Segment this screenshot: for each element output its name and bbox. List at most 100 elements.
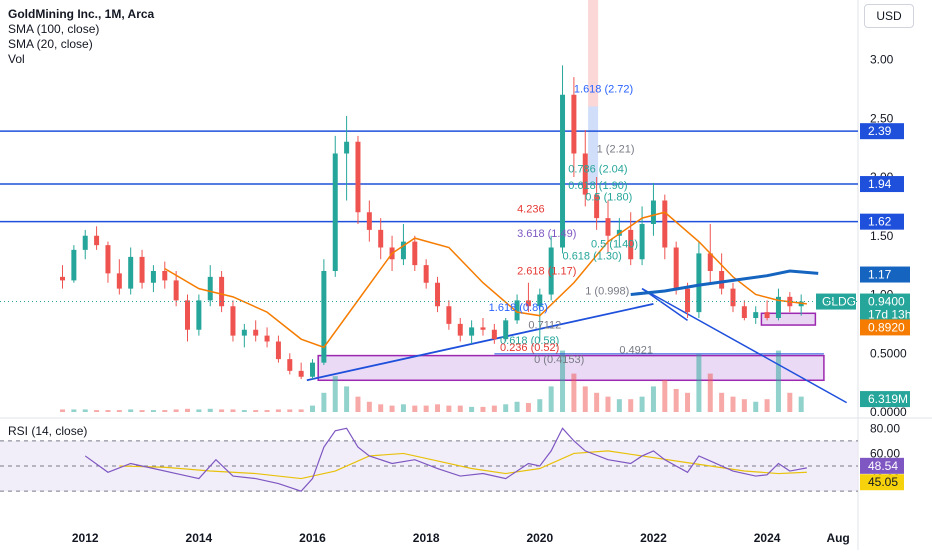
volume-bar — [537, 399, 543, 412]
chart-legend: GoldMining Inc., 1M, Arca SMA (100, clos… — [8, 7, 154, 67]
volume-bar — [730, 396, 736, 412]
volume-bar — [139, 410, 145, 412]
volume-bar — [207, 408, 213, 412]
volume-bar — [503, 404, 509, 412]
candle-body — [719, 271, 725, 289]
candle-body — [275, 341, 281, 360]
level-price-label: 2.39 — [868, 124, 892, 138]
candle-body — [139, 256, 145, 283]
candle-body — [741, 306, 747, 318]
legend-vol[interactable]: Vol — [8, 52, 25, 66]
volume-bar — [719, 392, 725, 412]
volume-bar — [264, 410, 270, 412]
legend-sma100[interactable]: SMA (100, close) — [8, 22, 100, 36]
volume-bar — [116, 410, 122, 412]
candle-body — [332, 153, 338, 271]
candle-body — [128, 256, 134, 289]
legend-title[interactable]: GoldMining Inc., 1M, Arca — [8, 7, 155, 21]
price-tag-label: 17d 13h — [868, 307, 911, 321]
highlight-band — [588, 106, 599, 183]
fib-label: 0 (0.4153) — [534, 354, 584, 366]
volume-bar — [185, 408, 191, 412]
trend-line-down[interactable] — [641, 287, 848, 404]
volume-bar — [412, 405, 418, 412]
candle-body — [378, 229, 384, 248]
rsi-value-label: 48.54 — [868, 459, 898, 473]
currency-button[interactable]: USD — [864, 4, 914, 28]
volume-bar — [548, 386, 554, 412]
volume-bar — [787, 392, 793, 412]
rsi-ma-line — [119, 450, 807, 480]
volume-bar — [639, 396, 645, 412]
candle-body — [582, 153, 588, 195]
y-tick-label: 3.00 — [870, 53, 894, 67]
legend-sma20[interactable]: SMA (20, close) — [8, 37, 93, 51]
volume-bar — [196, 409, 202, 412]
fib-label: 0.618 (1.30) — [563, 250, 622, 262]
trend-line-up[interactable] — [306, 303, 654, 382]
candle-body — [594, 194, 600, 219]
candle-body — [730, 288, 736, 307]
rsi-value-tag — [860, 474, 904, 491]
price-tag — [860, 293, 910, 310]
candle-body — [366, 212, 372, 230]
rsi-value-label: 45.05 — [868, 475, 898, 489]
candle-body — [571, 94, 577, 154]
fib-label: 0.5 (1.80) — [585, 192, 632, 204]
candle-body — [253, 329, 259, 336]
rsi-legend[interactable]: RSI (14, close) — [8, 424, 88, 438]
volume-bar — [446, 405, 452, 412]
volume-bar — [162, 410, 168, 412]
candle-body — [775, 296, 781, 318]
candle-body — [435, 282, 441, 307]
candle-body — [480, 327, 486, 330]
level-price-label: 1.62 — [868, 215, 892, 229]
volume-bar — [798, 396, 804, 412]
candle-body — [423, 265, 429, 283]
rsi-value-tag — [860, 457, 904, 474]
volume-bar — [741, 399, 747, 412]
volume-bar — [605, 396, 611, 412]
volume-bar — [685, 392, 691, 412]
volume-bar — [423, 405, 429, 412]
candle-body — [639, 224, 645, 260]
candle-body — [707, 253, 713, 271]
volume-bar — [594, 392, 600, 412]
fib-label: 0.4921 — [619, 344, 653, 356]
candle-body — [537, 294, 543, 307]
fib-label: 3.618 (1.49) — [517, 228, 576, 240]
x-tick-label: 2020 — [526, 531, 553, 545]
candle-body — [650, 200, 656, 224]
candle-body — [185, 300, 191, 330]
candle-body — [605, 218, 611, 236]
volume-bar — [150, 410, 156, 412]
fib-label: 0.5 (1.40) — [591, 239, 638, 251]
candle-body — [469, 327, 475, 336]
volume-bar — [753, 401, 759, 412]
volume-bar — [366, 401, 372, 412]
candle-body — [548, 247, 554, 295]
fib-label: 0.618 (1.90) — [568, 180, 627, 192]
candle-body — [673, 247, 679, 289]
volume-bar — [105, 410, 111, 412]
volume-bar — [514, 401, 520, 412]
x-tick-label: 2014 — [186, 531, 213, 545]
fib-label: 2.618 (1.17) — [517, 266, 576, 278]
fib-label: 1 (0.998) — [585, 286, 629, 298]
volume-bar — [321, 392, 327, 412]
candle-body — [94, 235, 100, 246]
fib-label: 4.236 — [517, 203, 545, 215]
volume-bar — [128, 409, 134, 412]
price-tag — [860, 319, 910, 336]
level-price-tag — [860, 213, 904, 230]
consolidation-box[interactable] — [760, 312, 817, 326]
volume-bar — [616, 399, 622, 412]
fib-label: 0.7112 — [528, 320, 561, 332]
volume-bar — [707, 373, 713, 412]
price-tag-label: 1.17 — [868, 268, 892, 282]
candle-body — [503, 320, 509, 340]
volume-bar — [310, 405, 316, 412]
fib-label: 1.618 (0.86) — [489, 302, 548, 314]
rsi-line — [84, 427, 807, 492]
candle-body — [287, 359, 293, 371]
